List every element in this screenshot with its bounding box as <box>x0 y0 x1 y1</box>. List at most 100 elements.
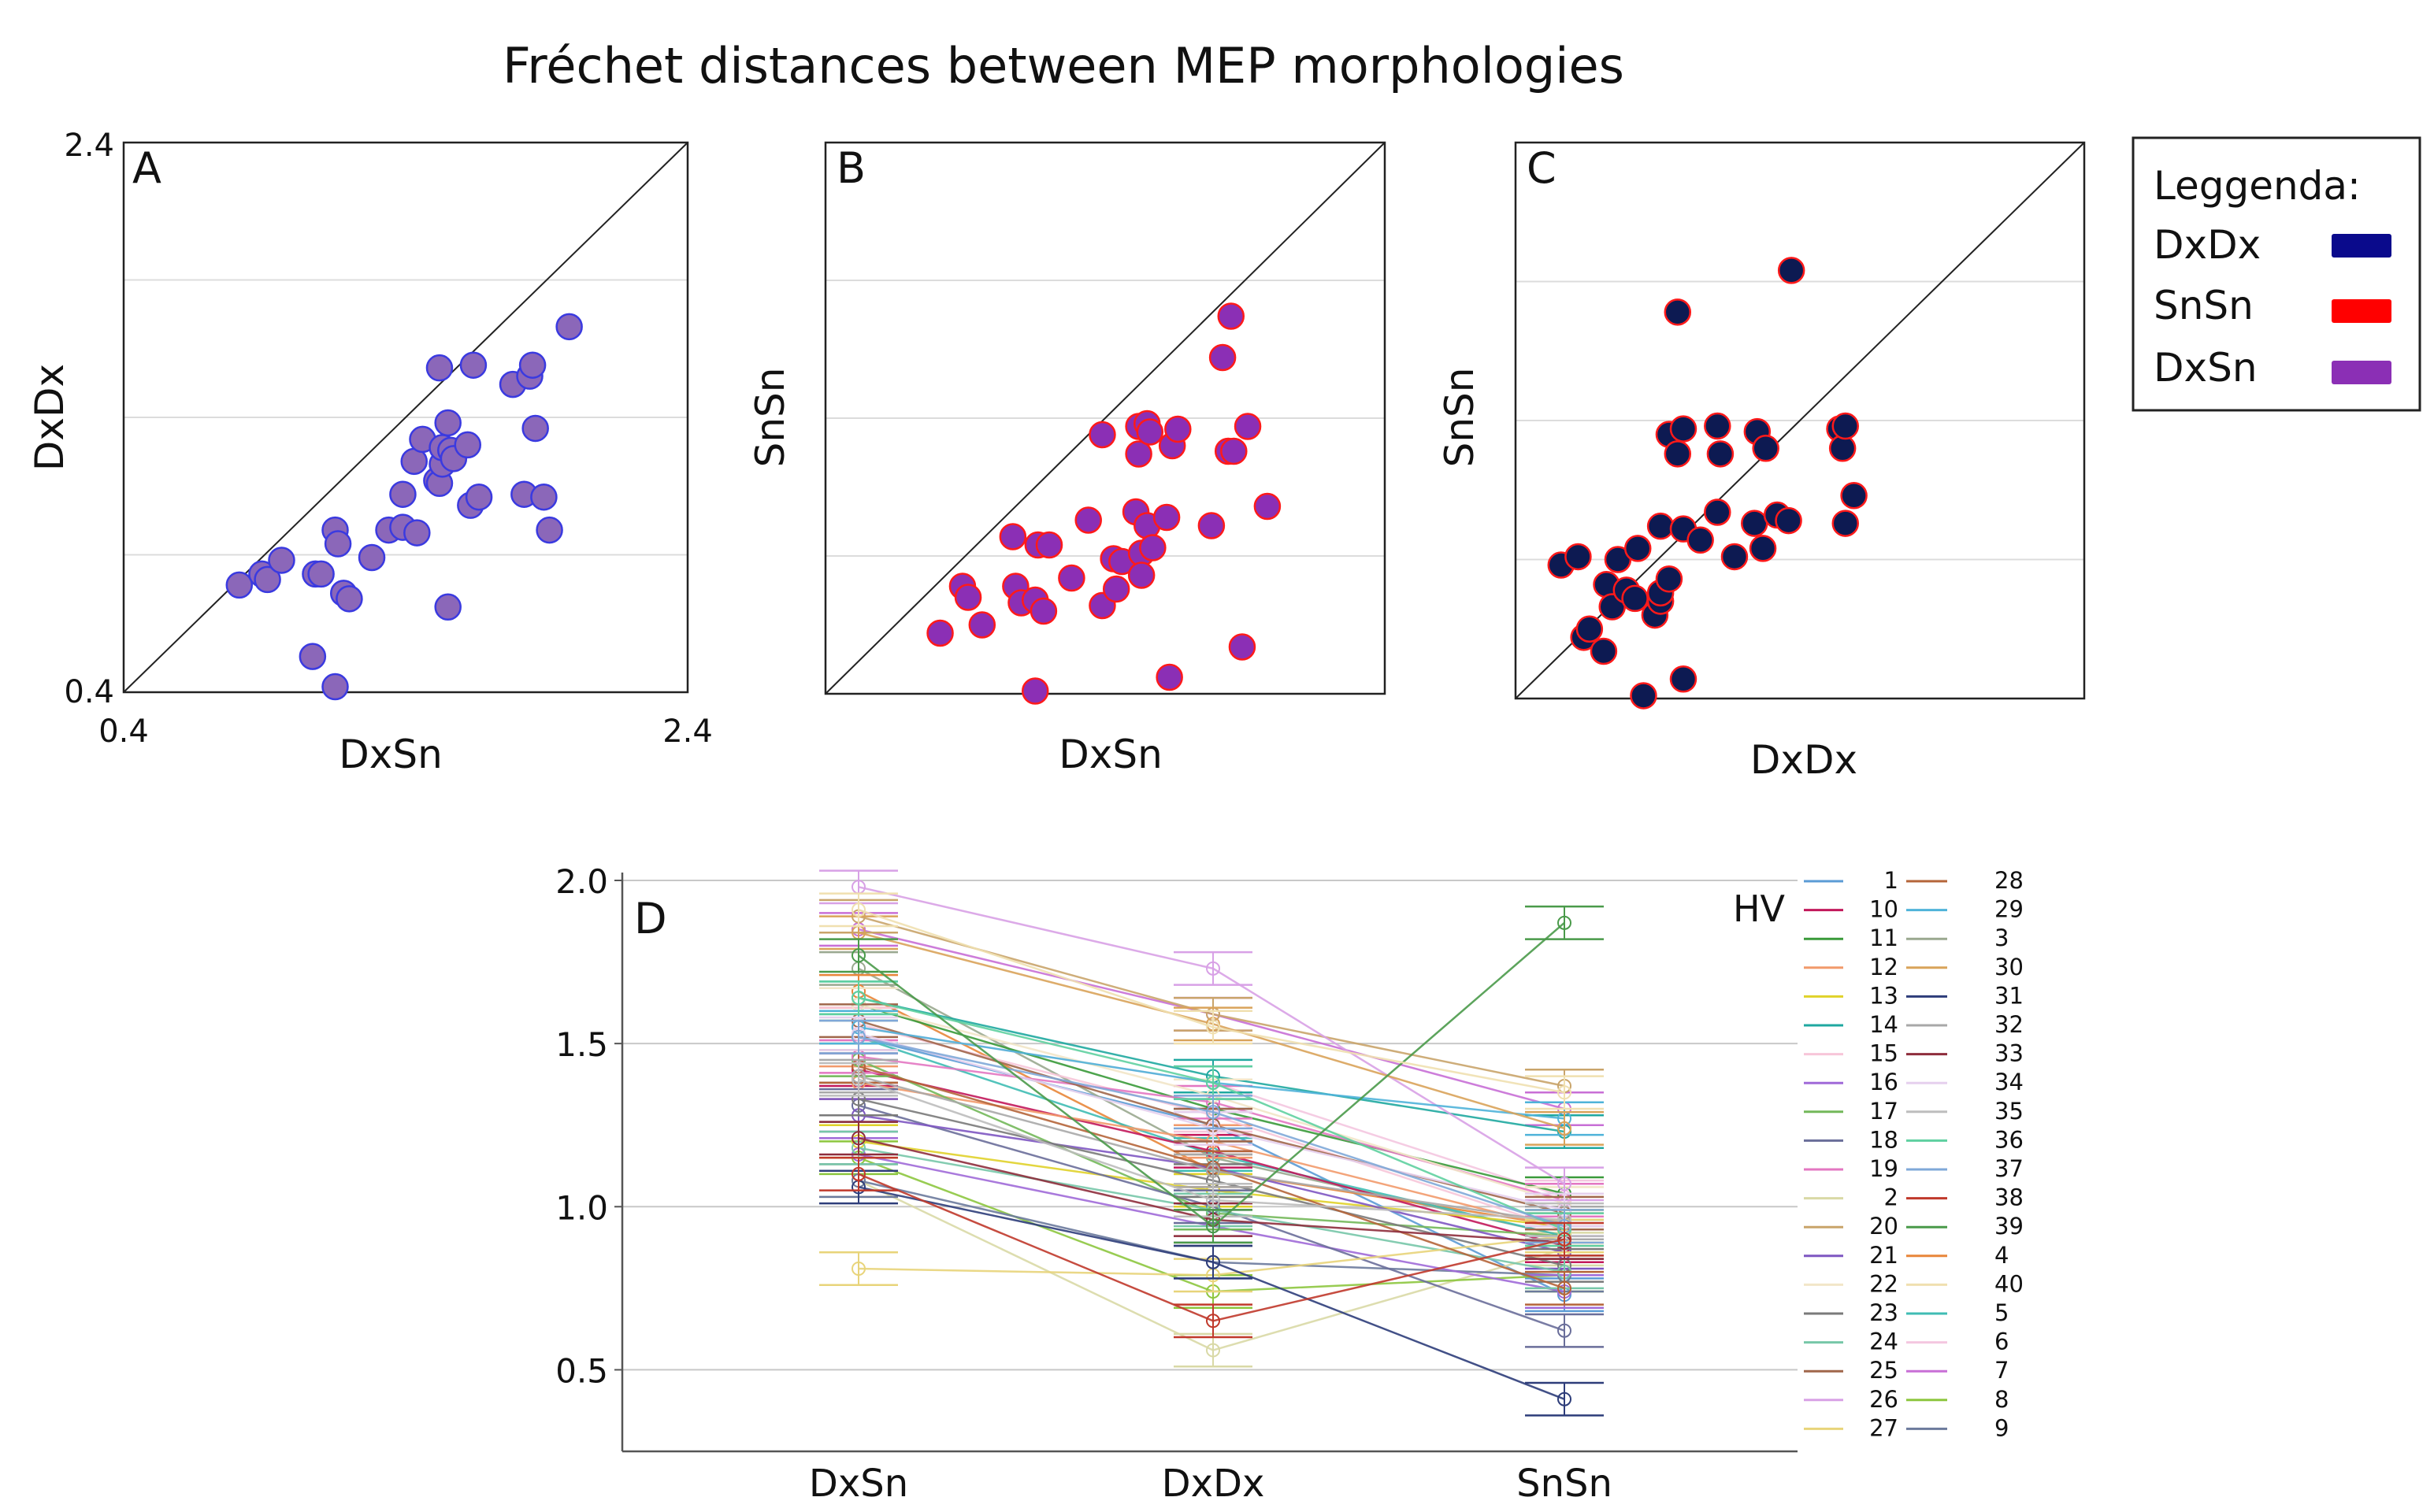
panel-b-point <box>1234 413 1262 440</box>
panel-a-letter: A <box>132 143 161 193</box>
panel-c-point <box>1630 682 1657 710</box>
panel-d-y-ticks: 0.5 1.0 1.5 2.0 <box>555 862 622 1390</box>
panel-d-legend-label: 2 <box>1884 1184 1898 1211</box>
panel-c-point <box>1740 510 1768 537</box>
panel-b-point <box>1074 506 1102 534</box>
panel-b-frame <box>824 141 1386 695</box>
panel-d-letter: D <box>634 894 667 943</box>
panel-d-marker <box>852 1029 866 1044</box>
panel-d-legend-label: 23 <box>1869 1299 1898 1326</box>
panel-d-marker <box>1206 1075 1220 1090</box>
panel-d-marker <box>852 1131 866 1146</box>
panel-a-point <box>299 643 327 670</box>
panel-d-category-dxsn: DxSn <box>809 1462 908 1506</box>
panel-b-letter: B <box>837 143 866 193</box>
panel-d-marker <box>852 1072 866 1087</box>
panel-d-legend-title: HV <box>1733 888 1786 930</box>
panel-d-legend-label: 18 <box>1869 1126 1898 1153</box>
panel-d-legend-label: 15 <box>1869 1040 1898 1067</box>
panel-c-point <box>1840 482 1868 510</box>
panel-a-point <box>336 585 363 613</box>
panel-c-point <box>1831 412 1860 440</box>
panel-b-point <box>1217 302 1245 330</box>
panel-d-legend-label: 26 <box>1869 1386 1898 1413</box>
panel-c-point <box>1749 535 1777 562</box>
panel-d-marker <box>852 1166 866 1181</box>
panel-d-marker <box>1206 961 1220 976</box>
panel-d-legend-label: 37 <box>1994 1155 2024 1182</box>
legend-swatch-snsn <box>2332 299 2391 323</box>
legend-swatch-dxdx <box>2332 234 2391 258</box>
panel-b-ylabel: SnSn <box>748 368 793 468</box>
panel-d-marker <box>1557 1232 1571 1247</box>
panel-a-point <box>434 409 462 437</box>
panel-d-legend-label: 25 <box>1869 1357 1898 1384</box>
panel-a-xtick-right: 2.4 <box>662 713 713 750</box>
legend-label-dxdx: DxDx <box>2154 222 2261 268</box>
panel-d-legend-label: 32 <box>1994 1011 2024 1038</box>
panel-a-point <box>459 351 488 379</box>
panel-d-legend-label: 30 <box>1994 954 2024 980</box>
panel-d-marker <box>1557 1392 1571 1406</box>
panel-a-point <box>530 483 558 511</box>
panel-d-legend-label: 22 <box>1869 1270 1898 1297</box>
panel-a-point <box>321 673 349 701</box>
panel-a-point <box>521 414 549 443</box>
panel-d-ytick-label: 1.5 <box>555 1025 608 1064</box>
panel-d-legend-label: 21 <box>1869 1242 1898 1269</box>
panel-a-point <box>307 560 335 588</box>
panel-d-legend-label: 12 <box>1869 954 1898 980</box>
panel-c-point <box>1655 565 1683 593</box>
panel-c-point <box>1664 298 1692 326</box>
panel-c-point <box>1623 535 1652 562</box>
panel-d-marker <box>1206 1105 1220 1120</box>
panel-c-point <box>1664 440 1692 468</box>
panel-c-point <box>1775 506 1802 535</box>
panel-d-legend-label: 28 <box>1994 867 2024 894</box>
panel-b-point <box>1058 564 1085 592</box>
panel-c-point <box>1706 440 1735 468</box>
panel-a-diagonal <box>123 142 688 693</box>
panel-d-marker <box>1206 1163 1220 1178</box>
panel-b-point <box>1220 437 1248 465</box>
panel-d-category-dxdx: DxDx <box>1162 1462 1265 1506</box>
panel-d-legend-label: 33 <box>1994 1040 2024 1067</box>
panel-d-legend-label: 11 <box>1869 925 1898 951</box>
panel-d-marker <box>1557 1085 1571 1100</box>
panel-d-ytick-label: 1.0 <box>555 1188 608 1227</box>
panel-b-point <box>1136 418 1164 446</box>
panel-d-legend-label: 36 <box>1994 1126 2024 1153</box>
panel-a-point <box>268 547 295 574</box>
panel-a-point <box>434 593 462 621</box>
panel-d-marker <box>852 991 866 1006</box>
panel-d-legend-label: 14 <box>1869 1011 1898 1038</box>
panel-d-category-snsn: SnSn <box>1516 1462 1612 1506</box>
panel-b-point <box>999 523 1027 550</box>
panel-c-point <box>1704 498 1731 526</box>
panel-b-diagonal <box>825 142 1386 695</box>
panel-b-point <box>1197 512 1226 539</box>
panel-d-marker <box>1557 1323 1571 1338</box>
panel-b-point <box>1125 440 1152 468</box>
panel-b-point <box>954 584 982 611</box>
panel-d-marker <box>1206 1314 1220 1329</box>
panel-c-point <box>1686 526 1714 554</box>
panel-d-legend-label: 34 <box>1994 1069 2024 1095</box>
figure-title: Fréchet distances between MEP morphologi… <box>503 37 1624 94</box>
panel-b-point <box>1156 663 1183 691</box>
panel-c-point <box>1590 637 1618 665</box>
panel-d-legend-label: 3 <box>1994 925 2009 951</box>
panel-d-legend-label: 27 <box>1869 1414 1898 1441</box>
panel-d-legend-label: 24 <box>1869 1329 1898 1355</box>
panel-d-legend-label: 7 <box>1994 1357 2009 1384</box>
panel-d-marker <box>1206 1343 1220 1358</box>
panel-b-points <box>926 302 1282 705</box>
panel-d-legend-label: 19 <box>1869 1155 1898 1182</box>
legend-title: Leggenda: <box>2154 163 2361 209</box>
panel-c-point <box>1831 510 1860 537</box>
panel-a-point <box>518 351 547 379</box>
panel-d-marker <box>1206 1020 1220 1035</box>
panel-c-point <box>1564 543 1592 571</box>
